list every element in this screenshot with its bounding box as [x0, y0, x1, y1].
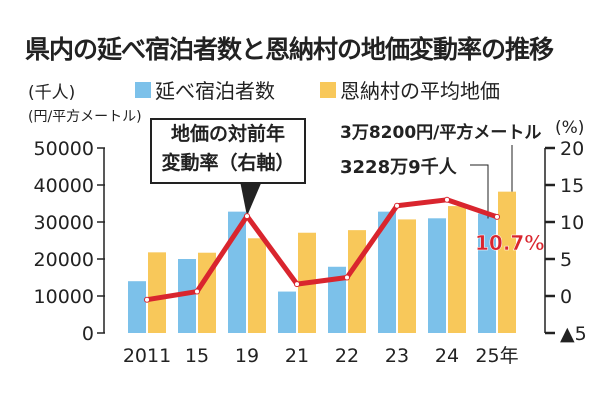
right-tick-label: 0 [560, 286, 572, 308]
rate-point [444, 196, 450, 203]
x-tick-label: 23 [385, 345, 409, 367]
callout-box: 地価の対前年 変動率（右軸） [150, 118, 306, 184]
left-unit-2: (円/平方メートル) [28, 109, 142, 125]
bar-guests [478, 213, 496, 333]
bar-price [498, 191, 516, 333]
x-tick-label: 2011 [123, 345, 171, 367]
x-tick-label: 21 [285, 345, 309, 367]
bar-price [148, 252, 166, 333]
left-tick-label: 50000 [34, 138, 94, 160]
rate-point [144, 296, 150, 303]
rate-point [194, 288, 200, 295]
bar-guests [378, 211, 396, 333]
legend-swatch-blue [135, 81, 151, 98]
bar-price [248, 238, 266, 333]
right-tick-label: 5 [560, 249, 572, 271]
annotation-rate: 10.7% [475, 231, 545, 256]
chart-title: 県内の延べ宿泊者数と恩納村の地価変動率の推移 [25, 35, 554, 64]
left-tick-label: 30000 [34, 212, 94, 234]
rate-line [146, 197, 498, 303]
bar-price [348, 230, 366, 333]
annotation-price: 3万8200円/平方メートル [340, 123, 542, 143]
x-tick-label: 22 [335, 345, 359, 367]
bar-price [398, 219, 416, 333]
right-tick-label: 20 [560, 138, 584, 160]
bar-guests [428, 218, 446, 333]
rate-point [294, 281, 300, 288]
bar-guests [328, 266, 346, 333]
leader-guests [470, 164, 489, 219]
left-tick-label: 0 [82, 323, 94, 345]
legend-price: 恩納村の平均地価 [320, 75, 500, 104]
bar-guests [128, 281, 146, 333]
callout-text-1: 地価の対前年 [170, 123, 285, 145]
x-tick-label: 19 [235, 345, 259, 367]
rate-point [244, 213, 250, 220]
legend-guests: 延べ宿泊者数 [135, 75, 275, 104]
left-unit-1: (千人) [28, 83, 76, 103]
left-tick-label: 20000 [34, 249, 94, 271]
right-unit: (%) [555, 118, 585, 138]
rate-point [494, 213, 500, 220]
right-tick-label: ▲5 [560, 323, 587, 345]
rate-point [394, 202, 400, 209]
x-tick-label: 15 [185, 345, 209, 367]
legend-label: 延べ宿泊者数 [155, 79, 275, 103]
x-tick-label: 25年 [475, 345, 518, 367]
right-tick-label: 10 [560, 212, 584, 234]
bar-price [448, 206, 466, 333]
callout-pointer [240, 181, 262, 217]
legend-swatch-yellow [320, 81, 336, 98]
rate-point [344, 274, 350, 281]
legend-label: 恩納村の平均地価 [340, 79, 500, 103]
callout-text-2: 変動率（右軸） [161, 152, 295, 174]
bar-guests [178, 259, 196, 333]
left-tick-label: 10000 [34, 286, 94, 308]
x-tick-label: 24 [435, 345, 459, 367]
left-tick-label: 40000 [34, 175, 94, 197]
bar-guests [278, 291, 296, 333]
annotation-guests: 3228万9千人 [340, 157, 457, 178]
right-tick-label: 15 [560, 175, 584, 197]
